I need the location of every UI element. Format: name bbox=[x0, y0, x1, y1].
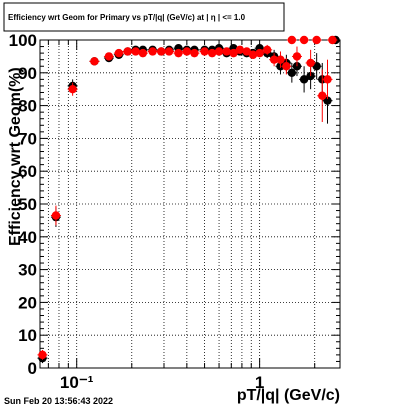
x-tick-labels: 10⁻¹ 1 bbox=[60, 373, 264, 392]
data-point bbox=[51, 211, 61, 220]
y-tick-label: 70 bbox=[18, 129, 37, 148]
chart-title: Efficiency wrt Geom for Primary vs pT/|q… bbox=[8, 13, 246, 22]
data-point bbox=[328, 35, 337, 45]
data-point bbox=[282, 62, 291, 71]
data-point bbox=[318, 91, 327, 100]
data-point bbox=[287, 68, 297, 78]
data-point bbox=[276, 55, 285, 64]
data-point bbox=[263, 45, 272, 55]
data-point bbox=[38, 350, 47, 360]
data-point bbox=[90, 57, 99, 66]
y-tick-label: 100 bbox=[9, 31, 37, 50]
data-point bbox=[131, 47, 140, 56]
y-tick-label: 40 bbox=[18, 228, 37, 247]
data-point bbox=[312, 35, 321, 45]
y-tick-label: 0 bbox=[28, 359, 37, 378]
data-point bbox=[174, 48, 183, 58]
y-tick-label: 90 bbox=[18, 64, 37, 83]
data-point bbox=[114, 48, 124, 58]
data-point bbox=[138, 48, 148, 58]
data-point bbox=[104, 52, 114, 61]
title-box bbox=[3, 2, 285, 32]
data-point bbox=[255, 48, 264, 58]
data-point bbox=[200, 47, 209, 56]
data-point bbox=[148, 47, 157, 56]
y-tick-label: 50 bbox=[18, 195, 37, 214]
data-point bbox=[287, 35, 297, 45]
data-point bbox=[182, 47, 192, 56]
data-point bbox=[242, 47, 251, 56]
y-tick-label: 80 bbox=[18, 97, 37, 116]
y-tick-labels: 0 10 20 30 40 50 60 70 80 90 100 bbox=[9, 31, 37, 378]
data-point bbox=[323, 96, 332, 105]
grid bbox=[40, 40, 340, 368]
data-point bbox=[292, 52, 302, 61]
data-point bbox=[323, 75, 332, 84]
data-point bbox=[299, 75, 309, 84]
data-point bbox=[68, 85, 77, 94]
timestamp: Sun Feb 20 13:56:43 2022 bbox=[4, 396, 113, 406]
y-axis-title: Efficiency wrt Geom(%) bbox=[7, 67, 24, 246]
data-point bbox=[157, 47, 166, 56]
y-tick-label: 30 bbox=[18, 261, 37, 280]
data-point bbox=[190, 48, 199, 58]
y-tick-label: 60 bbox=[18, 162, 37, 181]
data-point bbox=[306, 58, 315, 68]
x-tick-label: 10⁻¹ bbox=[60, 373, 94, 392]
x-tick-label: 1 bbox=[255, 373, 264, 392]
y-tick-label: 10 bbox=[18, 326, 37, 345]
y-tick-label: 20 bbox=[18, 293, 37, 312]
data-points bbox=[37, 35, 341, 364]
data-point bbox=[299, 35, 309, 45]
x-axis-title: pT/|q| (GeV/c) bbox=[237, 387, 340, 404]
data-point bbox=[123, 47, 132, 56]
data-point bbox=[164, 47, 174, 56]
axis-ticks bbox=[40, 39, 340, 369]
data-point bbox=[214, 47, 224, 56]
data-point bbox=[229, 48, 238, 58]
data-point bbox=[269, 55, 279, 64]
